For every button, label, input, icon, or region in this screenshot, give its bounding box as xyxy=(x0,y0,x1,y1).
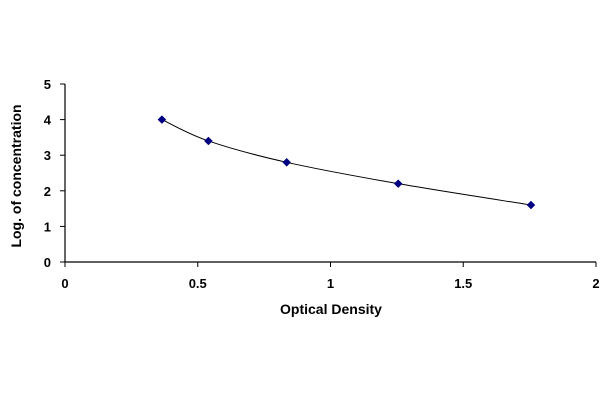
y-axis-title: Log. of concentration xyxy=(8,104,24,247)
x-tick-label: 1.5 xyxy=(454,276,472,291)
x-tick-label: 0 xyxy=(61,276,68,291)
data-point xyxy=(282,157,292,167)
x-tick-label: 0.5 xyxy=(189,276,207,291)
data-points xyxy=(157,115,536,210)
y-axis-ticks: 0 1 2 3 4 5 xyxy=(44,77,65,270)
data-point xyxy=(526,200,536,210)
y-tick-label: 4 xyxy=(44,113,52,128)
y-tick-label: 5 xyxy=(44,77,51,92)
y-tick-label: 3 xyxy=(44,148,51,163)
x-tick-label: 2 xyxy=(592,276,599,291)
fit-curve xyxy=(161,119,532,206)
data-point xyxy=(393,179,403,189)
y-tick-label: 0 xyxy=(44,255,51,270)
data-point xyxy=(157,115,167,124)
x-axis-title: Optical Density xyxy=(280,301,382,317)
data-point xyxy=(204,136,213,146)
x-axis-ticks: 0 0.5 1 1.5 2 xyxy=(61,262,600,291)
x-tick-label: 1 xyxy=(327,276,334,291)
y-tick-label: 2 xyxy=(44,184,51,199)
y-tick-label: 1 xyxy=(44,219,51,234)
axes xyxy=(64,84,596,263)
